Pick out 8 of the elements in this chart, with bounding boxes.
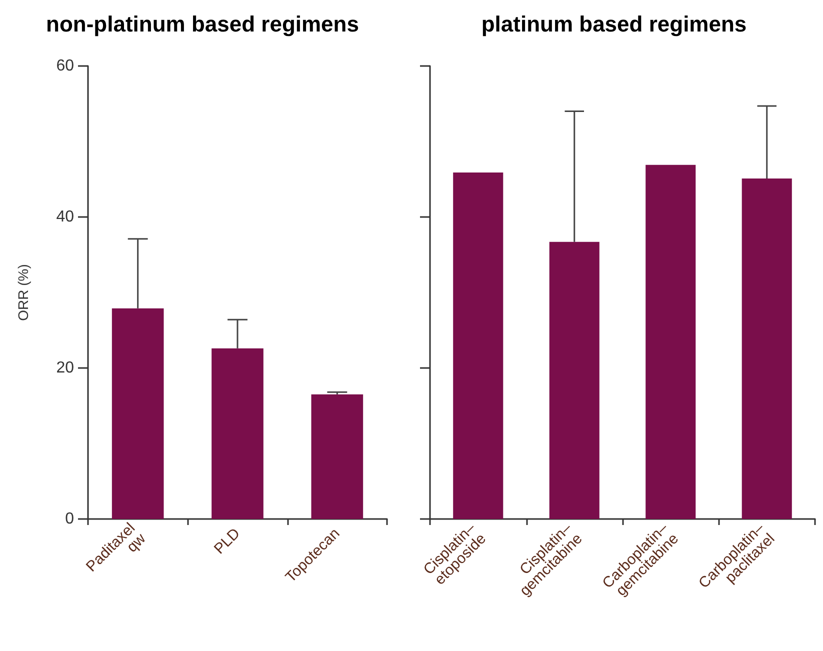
chart-title: non-platinum based regimens bbox=[46, 12, 359, 36]
chart-title: platinum based regimens bbox=[481, 12, 747, 36]
x-tick-label: PLD bbox=[210, 524, 244, 558]
y-tick-label: 40 bbox=[56, 208, 74, 226]
y-axis-title: ORR (%) bbox=[15, 264, 31, 321]
y-tick-label: 60 bbox=[56, 58, 74, 74]
y-tick-label: 0 bbox=[65, 510, 74, 528]
y-tick-label: 20 bbox=[56, 360, 74, 376]
